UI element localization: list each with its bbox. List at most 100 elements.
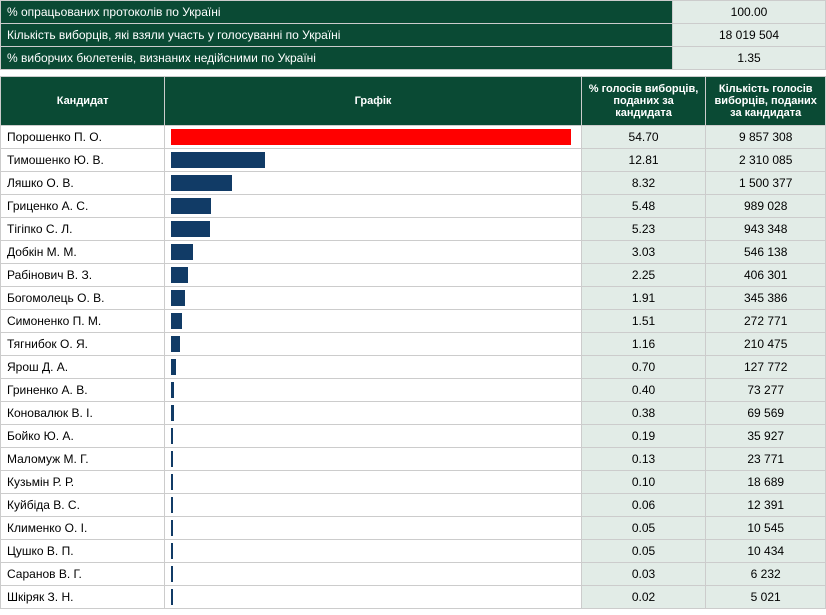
count-value: 10 545 — [706, 517, 826, 540]
candidate-name: Симоненко П. М. — [1, 310, 165, 333]
percent-value: 2.25 — [581, 264, 706, 287]
summary-table: % опрацьованих протоколів по Україні100.… — [0, 0, 826, 70]
percent-value: 1.16 — [581, 333, 706, 356]
candidate-name: Цушко В. П. — [1, 540, 165, 563]
header-percent: % голосів виборців, поданих за кандидата — [581, 77, 706, 126]
bar-cell — [165, 172, 581, 195]
bar-cell — [165, 402, 581, 425]
bar-cell — [165, 356, 581, 379]
bar — [171, 497, 173, 513]
bar — [171, 198, 211, 214]
bar — [171, 221, 209, 237]
candidate-name: Коновалюк В. І. — [1, 402, 165, 425]
bar-cell — [165, 126, 581, 149]
table-row: Куйбіда В. С.0.0612 391 — [1, 494, 826, 517]
bar-cell — [165, 448, 581, 471]
bar — [171, 451, 173, 467]
bar-cell — [165, 333, 581, 356]
count-value: 18 689 — [706, 471, 826, 494]
candidate-name: Добкін М. М. — [1, 241, 165, 264]
percent-value: 12.81 — [581, 149, 706, 172]
results-header-row: Кандидат Графік % голосів виборців, пода… — [1, 77, 826, 126]
bar-cell — [165, 287, 581, 310]
table-row: Гриценко А. С.5.48989 028 — [1, 195, 826, 218]
summary-label: % опрацьованих протоколів по Україні — [1, 1, 673, 24]
percent-value: 0.05 — [581, 540, 706, 563]
table-row: Симоненко П. М.1.51272 771 — [1, 310, 826, 333]
candidate-name: Куйбіда В. С. — [1, 494, 165, 517]
count-value: 989 028 — [706, 195, 826, 218]
candidate-name: Рабінович В. З. — [1, 264, 165, 287]
bar-cell — [165, 471, 581, 494]
table-row: Саранов В. Г.0.036 232 — [1, 563, 826, 586]
percent-value: 0.13 — [581, 448, 706, 471]
percent-value: 3.03 — [581, 241, 706, 264]
bar — [171, 474, 173, 490]
bar-cell — [165, 517, 581, 540]
percent-value: 0.40 — [581, 379, 706, 402]
candidate-name: Маломуж М. Г. — [1, 448, 165, 471]
count-value: 73 277 — [706, 379, 826, 402]
summary-label: % виборчих бюлетенів, визнаних недійсним… — [1, 47, 673, 70]
bar-cell — [165, 310, 581, 333]
percent-value: 0.03 — [581, 563, 706, 586]
percent-value: 1.51 — [581, 310, 706, 333]
bar — [171, 336, 179, 352]
count-value: 127 772 — [706, 356, 826, 379]
table-row: Тігіпко С. Л.5.23943 348 — [1, 218, 826, 241]
bar-cell — [165, 379, 581, 402]
summary-label: Кількість виборців, які взяли участь у г… — [1, 24, 673, 47]
bar — [171, 589, 173, 605]
bar-cell — [165, 218, 581, 241]
count-value: 210 475 — [706, 333, 826, 356]
candidate-name: Тимошенко Ю. В. — [1, 149, 165, 172]
header-name: Кандидат — [1, 77, 165, 126]
table-row: Коновалюк В. І.0.3869 569 — [1, 402, 826, 425]
bar-cell — [165, 241, 581, 264]
summary-row: % виборчих бюлетенів, визнаних недійсним… — [1, 47, 826, 70]
table-row: Кузьмін Р. Р.0.1018 689 — [1, 471, 826, 494]
candidate-name: Гриценко А. С. — [1, 195, 165, 218]
bar — [171, 405, 174, 421]
bar-cell — [165, 264, 581, 287]
count-value: 69 569 — [706, 402, 826, 425]
bar — [171, 152, 265, 168]
results-table: Кандидат Графік % голосів виборців, пода… — [0, 76, 826, 609]
bar-cell — [165, 540, 581, 563]
table-row: Шкіряк З. Н.0.025 021 — [1, 586, 826, 609]
table-row: Богомолець О. В.1.91345 386 — [1, 287, 826, 310]
bar — [171, 244, 193, 260]
bar — [171, 543, 173, 559]
bar — [171, 313, 182, 329]
count-value: 1 500 377 — [706, 172, 826, 195]
count-value: 2 310 085 — [706, 149, 826, 172]
bar — [171, 175, 232, 191]
summary-row: Кількість виборців, які взяли участь у г… — [1, 24, 826, 47]
summary-value: 18 019 504 — [673, 24, 826, 47]
candidate-name: Ярош Д. А. — [1, 356, 165, 379]
count-value: 943 348 — [706, 218, 826, 241]
bar — [171, 382, 174, 398]
table-row: Тимошенко Ю. В. 12.812 310 085 — [1, 149, 826, 172]
count-value: 10 434 — [706, 540, 826, 563]
table-row: Рабінович В. З.2.25406 301 — [1, 264, 826, 287]
candidate-name: Гриненко А. В. — [1, 379, 165, 402]
table-row: Цушко В. П. 0.0510 434 — [1, 540, 826, 563]
candidate-name: Тігіпко С. Л. — [1, 218, 165, 241]
count-value: 5 021 — [706, 586, 826, 609]
table-row: Порошенко П. О.54.709 857 308 — [1, 126, 826, 149]
page: % опрацьованих протоколів по Україні100.… — [0, 0, 826, 609]
bar — [171, 290, 185, 306]
count-value: 23 771 — [706, 448, 826, 471]
table-row: Ляшко О. В.8.321 500 377 — [1, 172, 826, 195]
bar-winner — [171, 129, 571, 145]
summary-value: 100.00 — [673, 1, 826, 24]
candidate-name: Ляшко О. В. — [1, 172, 165, 195]
table-row: Тягнибок О. Я.1.16210 475 — [1, 333, 826, 356]
count-value: 12 391 — [706, 494, 826, 517]
bar-cell — [165, 149, 581, 172]
count-value: 6 232 — [706, 563, 826, 586]
summary-value: 1.35 — [673, 47, 826, 70]
candidate-name: Кузьмін Р. Р. — [1, 471, 165, 494]
count-value: 9 857 308 — [706, 126, 826, 149]
